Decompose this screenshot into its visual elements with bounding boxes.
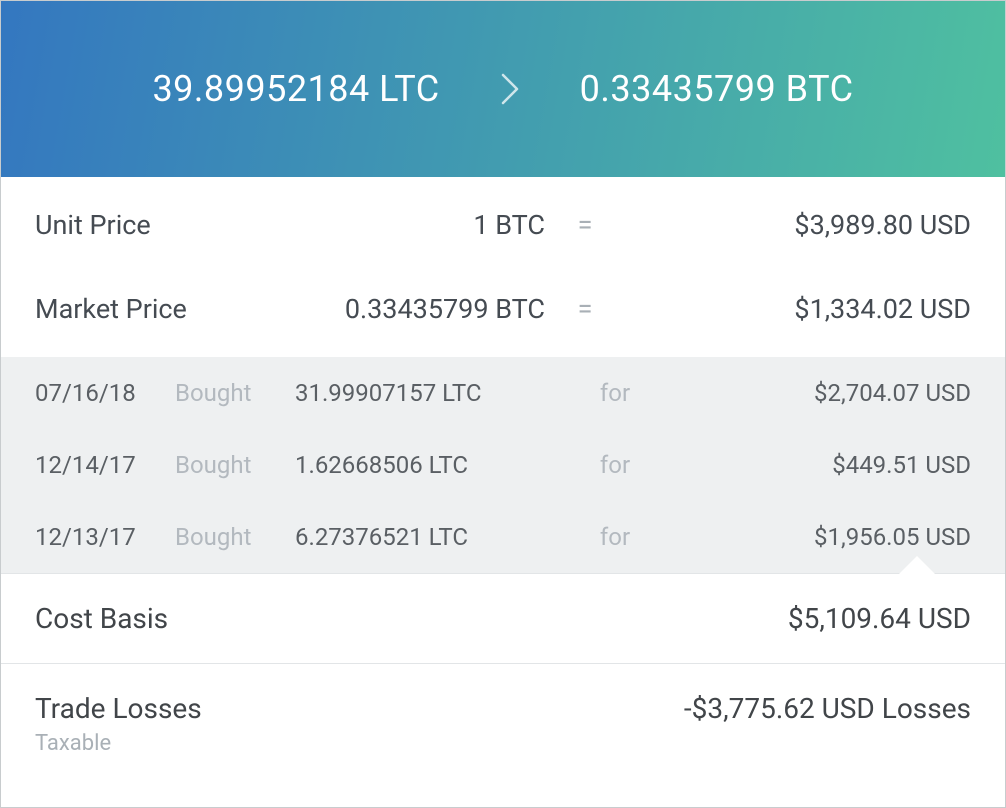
market-price-label: Market Price (35, 293, 265, 325)
unit-price-value: $3,989.80 USD (625, 209, 971, 241)
trade-header: 39.89952184 LTC 0.33435799 BTC (1, 1, 1005, 177)
unit-price-row: Unit Price 1 BTC = $3,989.80 USD (1, 183, 1005, 267)
lot-date: 12/13/17 (35, 523, 175, 551)
from-amount: 39.89952184 LTC (152, 68, 439, 110)
lot-for: for (575, 523, 655, 551)
lot-cost: $2,704.07 USD (655, 379, 971, 407)
trade-losses-value: -$3,775.62 USD Losses (684, 692, 971, 725)
lot-cost: $449.51 USD (655, 451, 971, 479)
trade-losses-row: Trade Losses Taxable -$3,775.62 USD Loss… (1, 663, 1005, 784)
equals-sign: = (545, 293, 625, 325)
trade-losses-sublabel: Taxable (35, 731, 202, 756)
chevron-right-icon (500, 72, 520, 106)
lot-qty: 1.62668506 LTC (295, 451, 575, 479)
cost-basis-value: $5,109.64 USD (788, 602, 971, 635)
unit-price-amount: 1 BTC (265, 209, 545, 241)
trade-card: 39.89952184 LTC 0.33435799 BTC Unit Pric… (0, 0, 1006, 808)
price-section: Unit Price 1 BTC = $3,989.80 USD Market … (1, 177, 1005, 357)
lot-for: for (575, 451, 655, 479)
equals-sign: = (545, 209, 625, 241)
lot-cost: $1,956.05 USD (655, 523, 971, 551)
lot-for: for (575, 379, 655, 407)
lot-date: 12/14/17 (35, 451, 175, 479)
lot-date: 07/16/18 (35, 379, 175, 407)
lot-action: Bought (175, 523, 295, 551)
pointer-notch-icon (899, 556, 935, 574)
unit-price-label: Unit Price (35, 209, 265, 241)
market-price-amount: 0.33435799 BTC (265, 293, 545, 325)
to-amount: 0.33435799 BTC (580, 68, 854, 110)
market-price-value: $1,334.02 USD (625, 293, 971, 325)
cost-basis-row: Cost Basis $5,109.64 USD (1, 573, 1005, 663)
lot-action: Bought (175, 451, 295, 479)
lot-qty: 31.99907157 LTC (295, 379, 575, 407)
cost-basis-label: Cost Basis (35, 602, 168, 635)
lots-section: 07/16/18Bought31.99907157 LTCfor$2,704.0… (1, 357, 1005, 573)
market-price-row: Market Price 0.33435799 BTC = $1,334.02 … (1, 267, 1005, 351)
lot-row: 12/14/17Bought1.62668506 LTCfor$449.51 U… (1, 429, 1005, 501)
lot-action: Bought (175, 379, 295, 407)
trade-losses-label: Trade Losses (35, 692, 202, 725)
lot-row: 12/13/17Bought6.27376521 LTCfor$1,956.05… (1, 501, 1005, 573)
lot-row: 07/16/18Bought31.99907157 LTCfor$2,704.0… (1, 357, 1005, 429)
lot-qty: 6.27376521 LTC (295, 523, 575, 551)
